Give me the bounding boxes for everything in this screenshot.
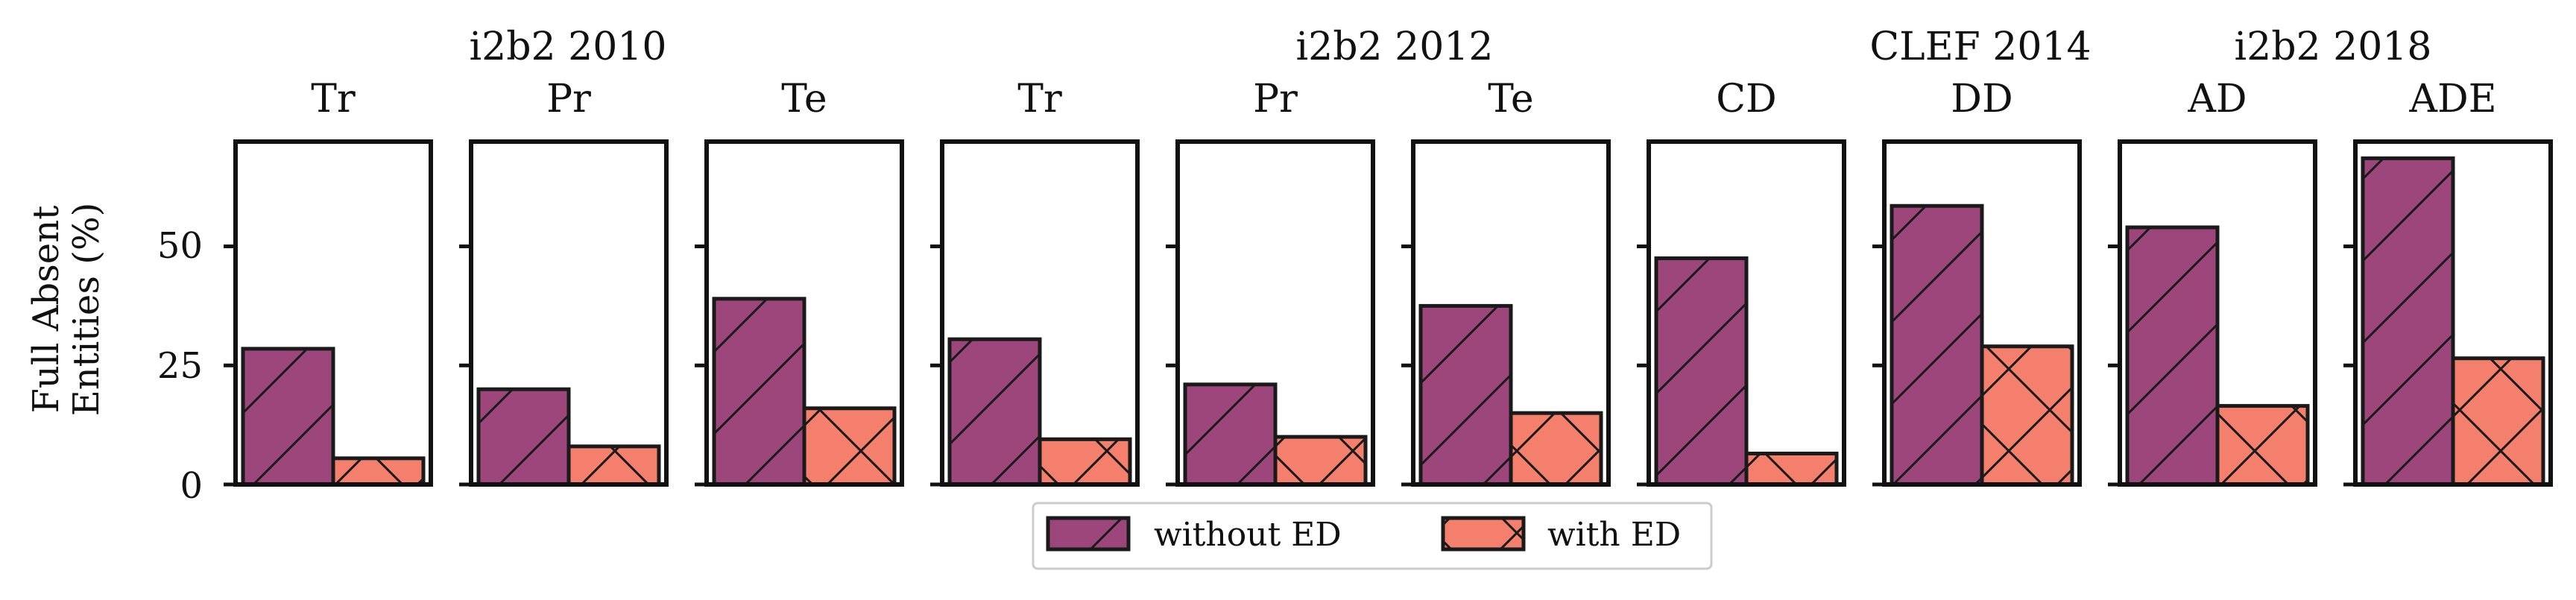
panel-frame [1175, 139, 1375, 487]
bar-hatch-with-ed [1509, 411, 1603, 487]
bar-hatch-with-ed [2215, 404, 2310, 487]
bar-hatch-with-ed [331, 456, 426, 487]
panel-frame [1647, 139, 1846, 487]
bar-hatch-without-ed [1418, 303, 1513, 487]
panel-frame [469, 139, 669, 487]
panel-frame [1882, 139, 2082, 487]
panel: Tr [224, 77, 433, 487]
bar-hatch-without-ed [2125, 225, 2220, 487]
panel: Te [1401, 77, 1611, 487]
panel-title: ADE [2408, 77, 2496, 121]
bar-hatch-with-ed [1744, 451, 1839, 487]
panel-title: Te [1488, 77, 1533, 121]
legend-swatch-with-ed-hatch [1441, 516, 1526, 552]
panel: AD [2108, 77, 2317, 487]
panel-title: Tr [311, 77, 356, 121]
bar-hatch-with-ed [1273, 435, 1368, 487]
panel: CD [1637, 77, 1846, 487]
legend: without ED with ED [1032, 502, 1713, 570]
y-axis-label-line-2: Entities (%) [66, 203, 107, 417]
panel-frame [2353, 139, 2553, 487]
bar-hatch-with-ed [1980, 344, 2074, 487]
bar-hatch-without-ed [947, 337, 1042, 487]
y-tick-label: 50 [157, 225, 203, 267]
panel-title: Pr [546, 77, 591, 121]
panel: ADE [2343, 77, 2553, 487]
bar-hatch-without-ed [712, 297, 806, 487]
bar-hatch-without-ed [1654, 256, 1749, 487]
panel-frame [704, 139, 904, 487]
group-title-i2b2-2010: i2b2 2010 [470, 25, 667, 69]
panel-frame [2118, 139, 2317, 487]
bar-hatch-without-ed [2361, 156, 2455, 487]
panel-title: AD [2187, 77, 2247, 121]
group-title-i2b2-2018: i2b2 2018 [2235, 25, 2432, 69]
bar-hatch-with-ed [1038, 437, 1132, 487]
panel-title: Pr [1253, 77, 1298, 121]
panel-frame [1411, 139, 1611, 487]
bar-hatch-with-ed [566, 444, 661, 487]
bar-hatch-without-ed [1183, 382, 1278, 487]
panels: Tr Pr Te Tr Pr Te CD DD AD ADE [224, 77, 2553, 487]
bar-hatch-without-ed [241, 347, 335, 487]
panel-title: DD [1951, 77, 2012, 121]
legend-label-with-ed: with ED [1547, 516, 1681, 554]
y-tick-label: 25 [157, 345, 203, 387]
bar-hatch-without-ed [476, 387, 571, 487]
bar-hatch-with-ed [802, 406, 897, 487]
panel: DD [1872, 77, 2082, 487]
panel-frame [940, 139, 1140, 487]
legend-swatch-without-ed-hatch [1046, 516, 1131, 552]
legend-frame [1032, 502, 1713, 570]
panel-frame [233, 139, 433, 487]
bar-hatch-without-ed [1890, 203, 1984, 487]
panel-title: Tr [1017, 77, 1062, 121]
panel: Pr [459, 77, 669, 487]
panel: Tr [930, 77, 1140, 487]
panel: Te [695, 77, 904, 487]
group-title-clef-2014: CLEF 2014 [1869, 25, 2091, 69]
y-tick-label: 0 [180, 465, 203, 507]
bar-hatch-with-ed [2451, 356, 2545, 487]
panel-title: Te [781, 77, 827, 121]
y-axis-label-line-1: Full Absent [25, 206, 67, 414]
group-title-i2b2-2012: i2b2 2012 [1296, 25, 1494, 69]
legend-label-without-ed: without ED [1154, 516, 1342, 554]
panel: Pr [1166, 77, 1375, 487]
panel-title: CD [1716, 77, 1776, 121]
